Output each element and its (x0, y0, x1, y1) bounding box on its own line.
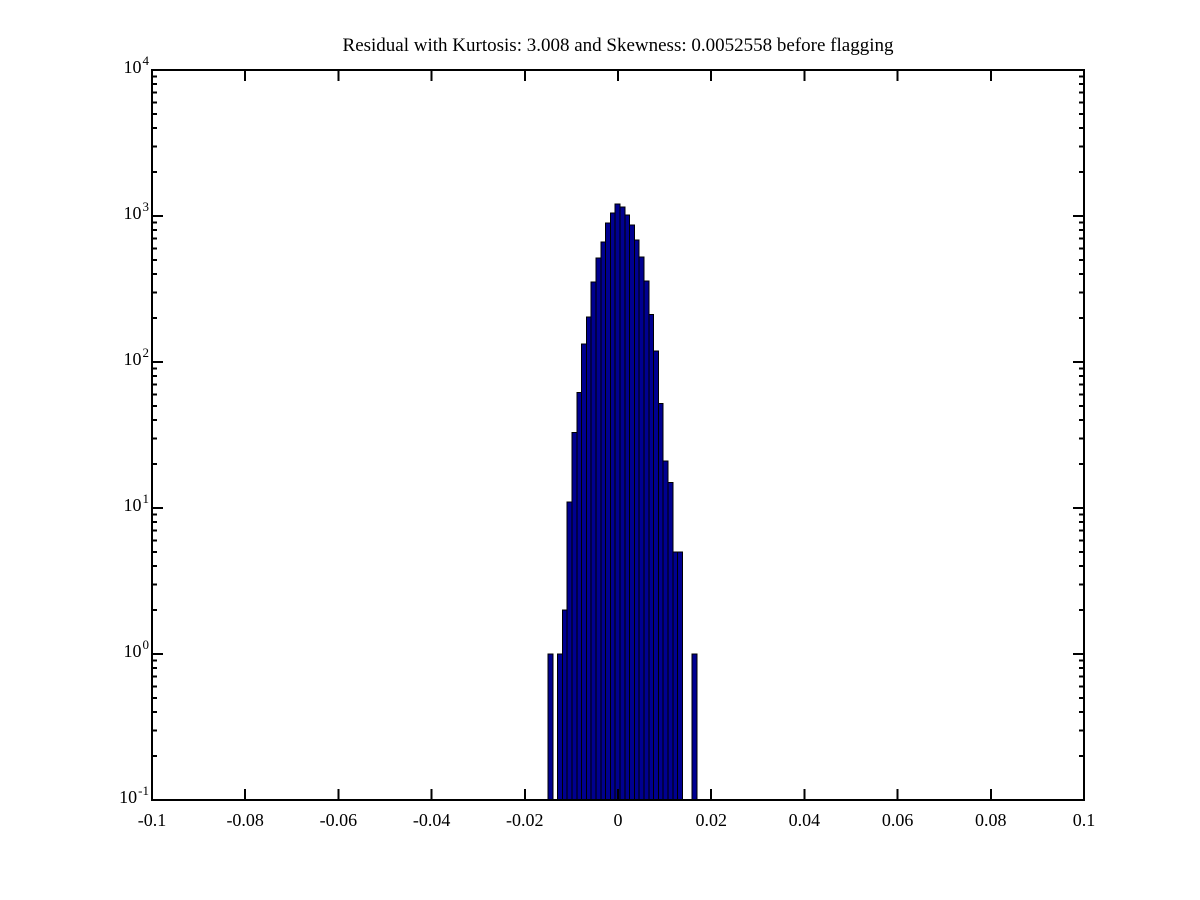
y-tick-exponent: 2 (142, 345, 150, 360)
chart-title: Residual with Kurtosis: 3.008 and Skewne… (342, 35, 894, 56)
histogram-bar (633, 239, 640, 801)
histogram-bar (605, 222, 611, 801)
histogram-bar (590, 281, 597, 801)
histogram-bar (547, 653, 554, 801)
y-tick-label: 10-1 (58, 784, 149, 807)
histogram-bar (643, 280, 650, 801)
x-tick-label: 0.08 (975, 810, 1007, 830)
histogram-bar (566, 501, 573, 801)
y-tick-base: 10 (123, 495, 142, 515)
y-tick-exponent: -1 (138, 783, 149, 798)
x-tick-label: -0.04 (412, 810, 451, 830)
y-tick-label: 104 (58, 54, 150, 77)
histogram-bar (672, 551, 679, 801)
histogram-bar (619, 206, 626, 801)
y-tick-base: 10 (123, 57, 142, 77)
y-tick-exponent: 3 (142, 199, 150, 214)
y-tick-base: 10 (119, 787, 138, 807)
y-tick-base: 10 (123, 641, 142, 661)
histogram-bar (595, 257, 602, 801)
y-tick-base: 10 (123, 349, 142, 369)
x-tick-label: -0.06 (319, 810, 358, 830)
histogram-bar (600, 241, 607, 801)
y-tick-label: 100 (58, 638, 150, 661)
histogram-bar (561, 609, 568, 801)
histogram-bar (614, 203, 621, 801)
y-tick-exponent: 4 (142, 53, 150, 68)
histogram-bar (624, 214, 631, 801)
histogram-bar (585, 316, 592, 801)
x-tick-label: 0.04 (788, 810, 821, 830)
histogram-bar (576, 391, 583, 801)
y-tick-base: 10 (123, 203, 142, 223)
histogram-bar (629, 224, 635, 801)
x-tick-label: 0 (613, 810, 623, 830)
histogram-bar (662, 460, 669, 801)
y-tick-label: 101 (58, 492, 150, 515)
x-tick-label: -0.08 (226, 810, 264, 830)
histogram-bar (638, 256, 645, 801)
histogram-bar (677, 551, 683, 801)
y-tick-label: 102 (58, 346, 150, 369)
histogram-bar (581, 343, 587, 801)
x-tick-label: 0.02 (695, 810, 727, 830)
histogram-bar (667, 481, 674, 801)
histogram-bar (648, 314, 655, 801)
x-tick-label: 0.1 (1072, 810, 1096, 830)
histogram-bar (657, 402, 664, 801)
histogram-bar (571, 431, 578, 801)
y-tick-label: 103 (58, 200, 150, 223)
histogram-bar (653, 350, 659, 801)
histogram-bar (557, 653, 563, 801)
y-tick-exponent: 1 (142, 491, 150, 506)
x-tick-label: -0.02 (506, 810, 544, 830)
histogram-bar (691, 653, 698, 801)
x-tick-label: 0.06 (881, 810, 914, 830)
x-tick-label: -0.1 (137, 810, 167, 830)
histogram-bar (609, 212, 616, 801)
y-tick-exponent: 0 (142, 637, 150, 652)
